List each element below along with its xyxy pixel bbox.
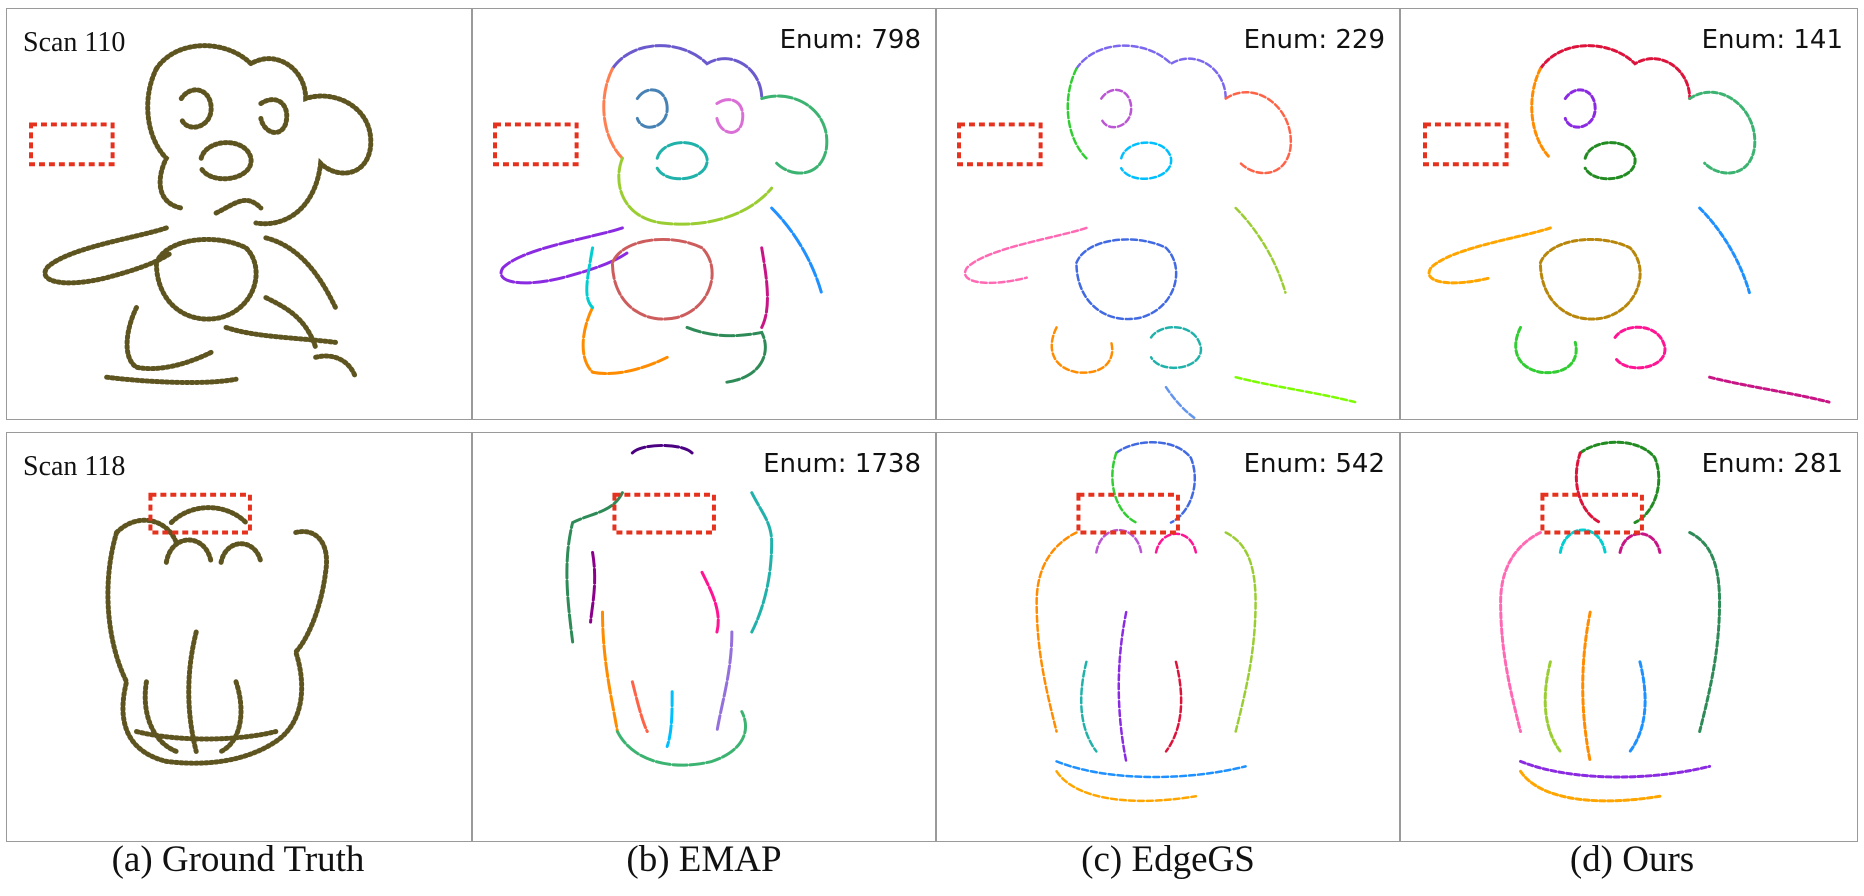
caption-ours: (d) Ours [1569, 839, 1695, 880]
panel-r1-edgegs: Enum: 229 [936, 8, 1400, 420]
scan-label: Scan 118 [23, 451, 126, 482]
enum-count: Enum: 281 [1701, 449, 1843, 479]
figure-gt-drawing [105, 492, 330, 766]
teddy-bear-edgegs-drawing [957, 44, 1357, 419]
figure-ours-drawing [1499, 440, 1722, 803]
panel-r2-ours: Enum: 281 [1400, 432, 1858, 842]
teddy-bear-ours-drawing [1423, 44, 1831, 404]
panel-r1-ours: Enum: 141 [1400, 8, 1858, 420]
figure-emap-drawing [565, 444, 774, 767]
enum-count: Enum: 141 [1701, 25, 1843, 55]
caption-ground-truth: (a) Ground Truth [111, 839, 365, 880]
caption-edgegs: (c) EdgeGS [1081, 839, 1255, 880]
figure-edgegs-drawing [1035, 441, 1257, 803]
scan-label: Scan 110 [23, 27, 126, 58]
enum-count: Enum: 229 [1243, 25, 1385, 55]
panel-r2-ground-truth: Scan 118 [6, 432, 472, 842]
panel-r2-emap: Enum: 1738 [472, 432, 936, 842]
teddy-bear-emap-drawing [493, 44, 829, 384]
caption-emap: (b) EMAP [626, 839, 782, 880]
enum-count: Enum: 798 [779, 25, 921, 55]
enum-count: Enum: 1738 [763, 449, 921, 479]
teddy-bear-gt-drawing [29, 43, 374, 385]
panel-r1-emap: Enum: 798 [472, 8, 936, 420]
panel-r2-edgegs: Enum: 542 [936, 432, 1400, 842]
panel-r1-ground-truth: Scan 110 [6, 8, 472, 420]
enum-count: Enum: 542 [1243, 449, 1385, 479]
